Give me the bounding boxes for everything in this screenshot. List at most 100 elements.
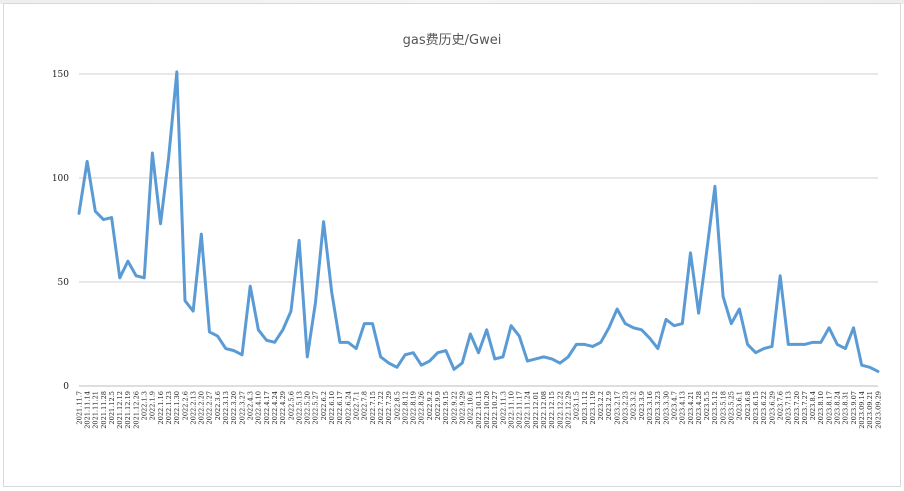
data-point — [624, 322, 626, 324]
x-tick-label: 2022.6.2 — [320, 391, 328, 420]
x-tick-label: 2022.6.24 — [344, 391, 352, 425]
data-point — [559, 362, 561, 364]
data-point — [151, 152, 153, 154]
x-tick-label: 2021.11.21 — [92, 391, 100, 429]
data-point — [119, 277, 121, 279]
data-point — [225, 347, 227, 349]
data-point — [640, 329, 642, 331]
x-tick-label: 2022.8.5 — [393, 391, 401, 420]
x-tick-label: 2022.11.24 — [524, 391, 532, 429]
x-tick-label: 2023.1.12 — [581, 391, 589, 425]
y-tick-label: 0 — [63, 382, 69, 392]
x-tick-label: 2022.12.29 — [564, 391, 572, 429]
data-points — [78, 71, 879, 373]
data-point — [689, 252, 691, 254]
x-tick-label: 2022.1.9 — [149, 391, 157, 420]
data-point — [257, 329, 259, 331]
data-point — [657, 347, 659, 349]
x-tick-label: 2023.7.6 — [776, 391, 784, 420]
x-tick-label: 2022.3.13 — [222, 391, 230, 425]
data-point — [314, 302, 316, 304]
x-tick-label: 2023.3.16 — [646, 391, 654, 425]
x-tick-label: 2023.5.12 — [711, 391, 719, 425]
data-point — [510, 324, 512, 326]
data-point — [298, 239, 300, 241]
x-tick-label: 2022.8.26 — [418, 391, 426, 425]
data-point — [420, 364, 422, 366]
data-point — [339, 341, 341, 343]
x-tick-label: 2022.3.20 — [230, 391, 238, 425]
x-tick-label: 2023.6.1 — [736, 391, 744, 420]
data-point — [282, 329, 284, 331]
x-tick-label: 2023.3.9 — [638, 391, 646, 420]
data-point — [730, 322, 732, 324]
data-point — [78, 212, 80, 214]
y-tick-label: 100 — [52, 174, 69, 184]
x-tick-label: 2023.1.19 — [589, 391, 597, 425]
x-tick-label: 2023.9.07 — [850, 391, 858, 425]
data-point — [649, 337, 651, 339]
data-point — [608, 327, 610, 329]
x-tick-label: 2021.12.12 — [116, 391, 124, 429]
data-point — [208, 331, 210, 333]
x-tick-label: 2022.9.15 — [442, 391, 450, 425]
x-tick-label: 2023.1.5 — [573, 391, 581, 420]
data-point — [575, 343, 577, 345]
x-tick-label: 2022.10.6 — [467, 391, 475, 425]
x-tick-label: 2022.8.19 — [410, 391, 418, 425]
data-point — [404, 354, 406, 356]
x-tick-label: 2022.10.27 — [491, 391, 499, 429]
data-point — [502, 356, 504, 358]
data-point — [534, 358, 536, 360]
data-point — [591, 345, 593, 347]
data-point — [665, 318, 667, 320]
x-tick-label: 2021.12.26 — [132, 391, 140, 429]
data-point — [616, 308, 618, 310]
data-point — [771, 345, 773, 347]
x-tick-label: 2023.7.13 — [785, 391, 793, 425]
x-tick-label: 2023.4.7 — [670, 391, 678, 420]
data-point — [159, 223, 161, 225]
x-tick-label: 2022.9.22 — [450, 391, 458, 425]
data-point — [543, 356, 545, 358]
data-point — [184, 300, 186, 302]
data-point — [412, 352, 414, 354]
data-point — [143, 277, 145, 279]
x-tick-label: 2021.12.19 — [124, 391, 132, 429]
x-tick-label: 2022.11.3 — [499, 391, 507, 425]
data-point — [722, 295, 724, 297]
x-tick-label: 2022.3.6 — [214, 391, 222, 420]
data-point — [600, 341, 602, 343]
data-point — [461, 362, 463, 364]
data-point — [331, 291, 333, 293]
data-point — [632, 327, 634, 329]
data-point — [803, 343, 805, 345]
x-tick-label: 2023.4.28 — [695, 391, 703, 425]
x-tick-label: 2023.3.23 — [654, 391, 662, 425]
series-line — [77, 70, 880, 373]
data-point — [681, 322, 683, 324]
data-point — [787, 343, 789, 345]
x-tick-label: 2022.4.24 — [271, 391, 279, 425]
x-tick-label: 2022.4.3 — [247, 391, 255, 420]
x-tick-label: 2022.9.29 — [458, 391, 466, 425]
x-tick-label: 2022.7.22 — [377, 391, 385, 425]
data-point — [306, 356, 308, 358]
data-point — [673, 324, 675, 326]
y-axis-ticks: 0 50 100 150 — [52, 70, 69, 392]
x-tick-label: 2023.09.14 — [858, 391, 866, 429]
x-axis-ticks: 2021.11.7 2021.11.14 2021.11.21 2021.11.28 2… — [75, 391, 882, 429]
chart-title: gas费历史/Gwei — [403, 33, 502, 48]
x-tick-label: 2022.10.13 — [475, 391, 483, 429]
x-tick-label: 2022.9.2 — [426, 391, 434, 420]
x-tick-label: 2022.5.27 — [312, 391, 320, 425]
x-tick-label: 2023.6.22 — [760, 391, 768, 425]
x-tick-label: 2023.09.21 — [866, 391, 874, 429]
x-tick-label: 2021.11.28 — [100, 391, 108, 429]
x-tick-label: 2022.7.29 — [385, 391, 393, 425]
data-point — [110, 216, 112, 218]
x-tick-label: 2023.5.5 — [703, 391, 711, 420]
data-point — [363, 322, 365, 324]
x-tick-label: 2023.6.8 — [744, 391, 752, 420]
x-tick-label: 2022.10.20 — [483, 391, 491, 429]
